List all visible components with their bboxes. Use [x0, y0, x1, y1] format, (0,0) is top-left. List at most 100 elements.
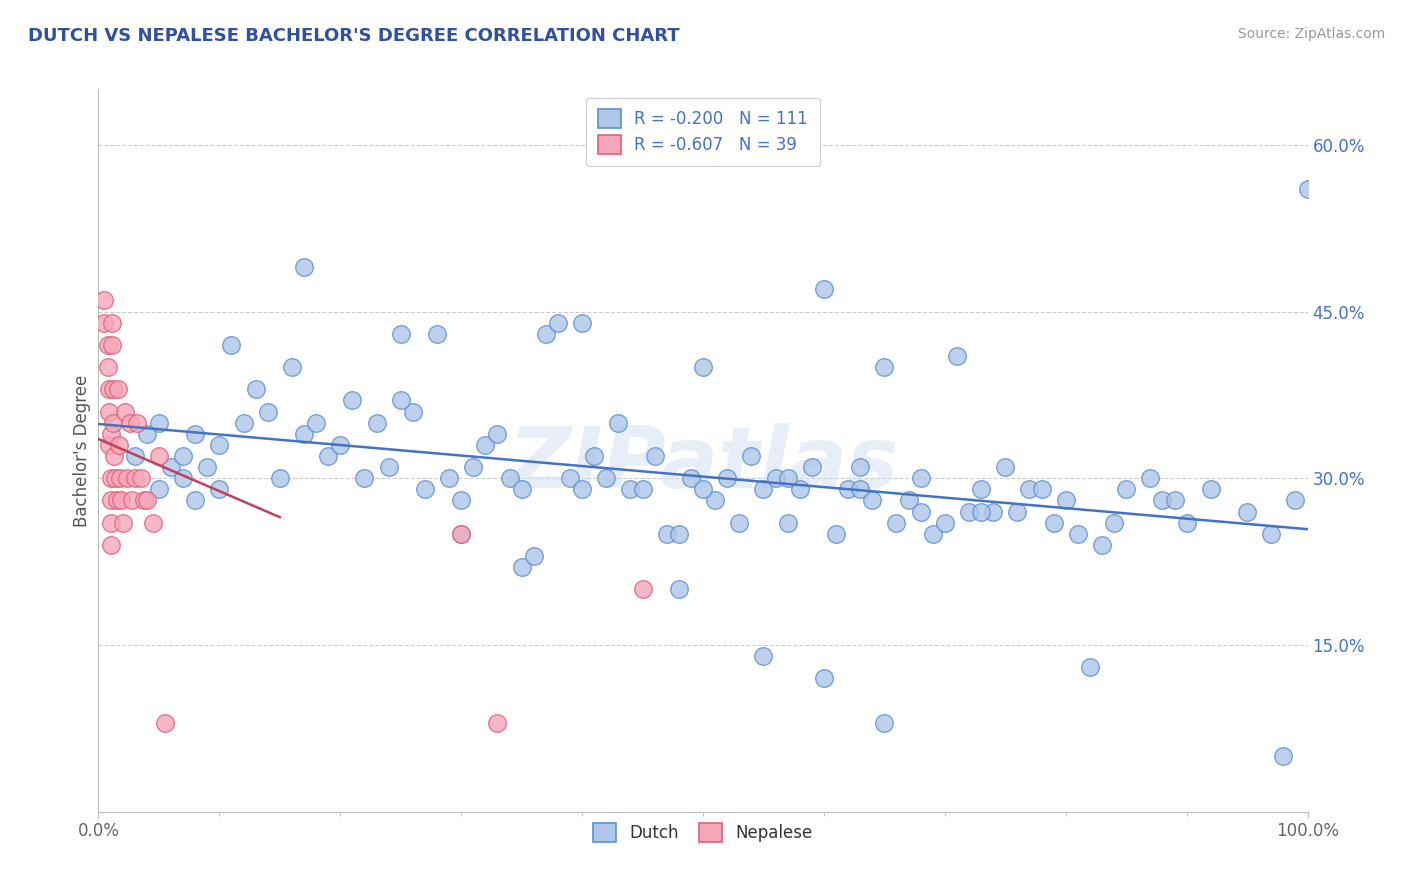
Point: [172, 449, 194, 463]
Point: [124, 471, 146, 485]
Point: [1078, 660, 1101, 674]
Point: [256, 404, 278, 418]
Point: [1007, 505, 1029, 519]
Point: [776, 516, 799, 530]
Point: [1163, 493, 1185, 508]
Point: [98, 404, 121, 418]
Point: [148, 416, 170, 430]
Legend: Dutch, Nepalese: Dutch, Nepalese: [581, 812, 825, 854]
Point: [305, 416, 328, 430]
Point: [103, 449, 125, 463]
Point: [692, 483, 714, 497]
Point: [547, 316, 569, 330]
Point: [571, 483, 593, 497]
Point: [716, 471, 738, 485]
Point: [789, 483, 811, 497]
Point: [813, 671, 835, 685]
Point: [245, 382, 267, 396]
Point: [1091, 538, 1114, 552]
Point: [498, 471, 520, 485]
Point: [110, 493, 132, 508]
Point: [269, 471, 291, 485]
Point: [124, 449, 146, 463]
Point: [111, 516, 134, 530]
Point: [644, 449, 666, 463]
Point: [413, 483, 436, 497]
Point: [98, 438, 121, 452]
Point: [100, 338, 122, 352]
Point: [100, 538, 122, 552]
Point: [208, 438, 231, 452]
Point: [668, 582, 690, 597]
Point: [172, 471, 194, 485]
Point: [910, 471, 932, 485]
Point: [849, 483, 872, 497]
Point: [353, 471, 375, 485]
Point: [93, 293, 115, 308]
Point: [1115, 483, 1137, 497]
Point: [704, 493, 727, 508]
Point: [450, 526, 472, 541]
Point: [100, 316, 122, 330]
Point: [105, 493, 128, 508]
Point: [184, 426, 207, 441]
Point: [886, 516, 908, 530]
Point: [104, 471, 127, 485]
Point: [631, 483, 654, 497]
Point: [631, 582, 654, 597]
Point: [153, 715, 176, 730]
Point: [208, 483, 231, 497]
Point: [981, 505, 1004, 519]
Point: [108, 471, 131, 485]
Point: [129, 471, 152, 485]
Point: [142, 516, 165, 530]
Point: [897, 493, 920, 508]
Point: [389, 393, 412, 408]
Point: [474, 438, 496, 452]
Point: [668, 526, 690, 541]
Point: [97, 360, 120, 375]
Point: [873, 715, 896, 730]
Point: [1102, 516, 1125, 530]
Point: [100, 493, 122, 508]
Point: [619, 483, 641, 497]
Point: [148, 449, 170, 463]
Point: [752, 649, 775, 664]
Point: [970, 483, 993, 497]
Point: [1054, 493, 1077, 508]
Point: [1018, 483, 1040, 497]
Point: [426, 326, 449, 341]
Point: [946, 349, 969, 363]
Point: [101, 416, 124, 430]
Point: [813, 282, 835, 296]
Point: [184, 493, 207, 508]
Point: [873, 360, 896, 375]
Point: [316, 449, 339, 463]
Point: [776, 471, 799, 485]
Point: [655, 526, 678, 541]
Point: [1284, 493, 1306, 508]
Point: [583, 449, 606, 463]
Point: [292, 426, 315, 441]
Point: [571, 316, 593, 330]
Point: [1139, 471, 1161, 485]
Point: [195, 460, 218, 475]
Point: [849, 460, 872, 475]
Point: [957, 505, 980, 519]
Point: [534, 326, 557, 341]
Point: [450, 493, 472, 508]
Point: [100, 516, 122, 530]
Point: [402, 404, 425, 418]
Point: [934, 516, 956, 530]
Point: [728, 516, 751, 530]
Point: [117, 471, 139, 485]
Point: [135, 493, 157, 508]
Point: [389, 326, 412, 341]
Point: [463, 460, 485, 475]
Point: [558, 471, 581, 485]
Point: [510, 560, 533, 574]
Point: [107, 382, 129, 396]
Point: [595, 471, 617, 485]
Point: [232, 416, 254, 430]
Point: [921, 526, 943, 541]
